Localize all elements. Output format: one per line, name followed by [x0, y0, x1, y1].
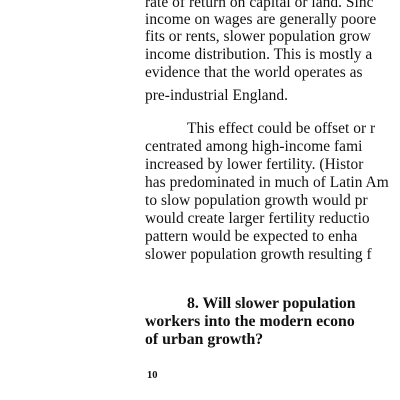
page-number: 10 — [147, 370, 158, 381]
section-heading-line: workers into the modern econo — [145, 313, 355, 330]
paragraph-line: has predominated in much of Latin Am — [145, 174, 389, 191]
paragraph-line: pattern would be expected to enha — [145, 228, 358, 245]
paragraph-line: This effect could be offset or r — [187, 120, 376, 137]
paragraph-line: pre-industrial England. — [145, 87, 289, 104]
paragraph-line: increased by lower fertility. (Histor — [145, 156, 364, 173]
paragraph-line: income distribution. This is mostly a — [145, 46, 373, 63]
paragraph-line: fits or rents, slower population grow — [145, 28, 371, 45]
paragraph-line: rate of return on capital or land. Sinc — [145, 0, 374, 11]
paragraph-line: to slow population growth would pr — [145, 192, 368, 209]
paragraph-line: would create larger fertility reductio — [145, 210, 370, 227]
section-heading-line: 8. Will slower population — [187, 295, 356, 312]
paragraph-line: evidence that the world operates as — [145, 64, 363, 81]
paragraph-line: centrated among high-income fami — [145, 138, 363, 155]
paragraph-line: slower population growth resulting f — [145, 246, 372, 263]
section-heading-line: of urban growth? — [145, 331, 264, 348]
paragraph-line: income on wages are generally poore — [145, 11, 377, 28]
